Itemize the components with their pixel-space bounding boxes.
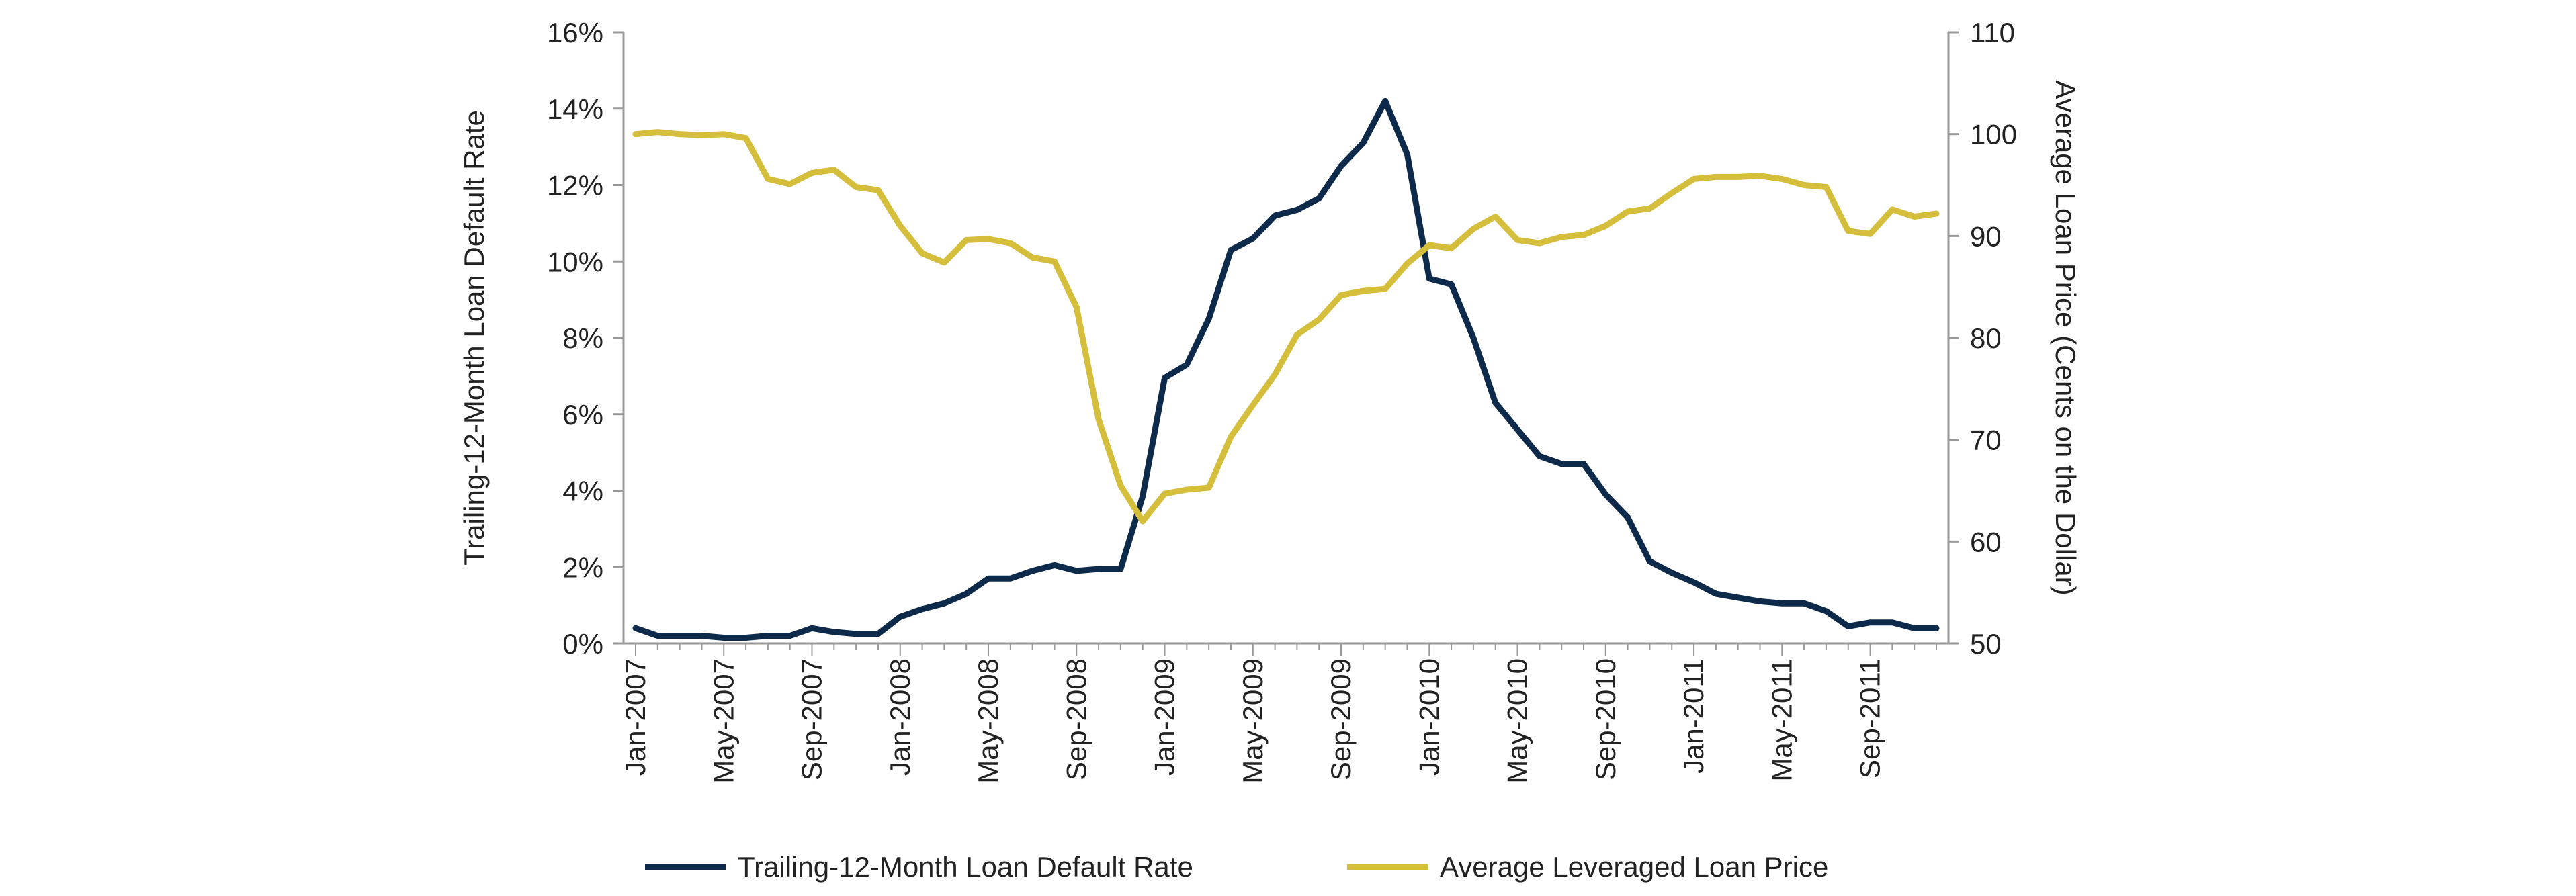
x-tick-label: Jan-2010 [1413, 658, 1445, 776]
right-tick-label: 50 [1970, 628, 2002, 660]
x-tick-label: Sep-2009 [1325, 658, 1357, 780]
right-tick-label: 80 [1970, 322, 2002, 354]
x-tick-label: May-2009 [1237, 658, 1269, 784]
x-tick-label: Sep-2007 [796, 658, 828, 780]
left-tick-label: 8% [562, 322, 603, 354]
left-tick-label: 0% [562, 628, 603, 660]
right-tick-label: 90 [1970, 220, 2002, 252]
x-tick-label: May-2008 [972, 658, 1004, 784]
loan-price-series-line [632, 129, 1940, 525]
x-tick-label: May-2010 [1502, 658, 1533, 784]
right-tick-label: 100 [1970, 119, 2017, 150]
x-tick-label: Jan-2011 [1678, 658, 1709, 774]
left-tick-label: 10% [547, 246, 603, 277]
left-tick-label: 6% [562, 399, 603, 431]
legend-label-loan-price: Average Leveraged Loan Price [1440, 851, 1828, 883]
x-tick-label: Sep-2011 [1854, 658, 1886, 778]
right-tick-label: 110 [1970, 17, 2015, 48]
legend-label-default-rate: Trailing-12-Month Loan Default Rate [738, 851, 1193, 883]
left-tick-label: 14% [547, 93, 603, 125]
x-tick-label: Jan-2008 [884, 658, 916, 776]
left-axis-title: Trailing-12-Month Loan Default Rate [458, 110, 490, 566]
right-tick-label: 70 [1970, 424, 2002, 456]
x-tick-label: May-2007 [707, 658, 739, 784]
x-tick-label: Jan-2009 [1149, 658, 1180, 776]
left-tick-label: 16% [547, 17, 603, 48]
default-rate-series-line [632, 97, 1940, 641]
left-tick-label: 2% [562, 551, 603, 583]
right-tick-label: 60 [1970, 526, 2002, 557]
left-tick-label: 12% [547, 170, 603, 201]
x-tick-label: Sep-2010 [1590, 658, 1621, 780]
right-axis-title: Average Loan Price (Cents on the Dollar) [2050, 80, 2081, 595]
x-tick-label: Sep-2008 [1060, 658, 1092, 780]
x-tick-label: May-2011 [1766, 658, 1797, 782]
x-tick-label: Jan-2007 [619, 658, 651, 776]
left-tick-label: 4% [562, 476, 603, 507]
